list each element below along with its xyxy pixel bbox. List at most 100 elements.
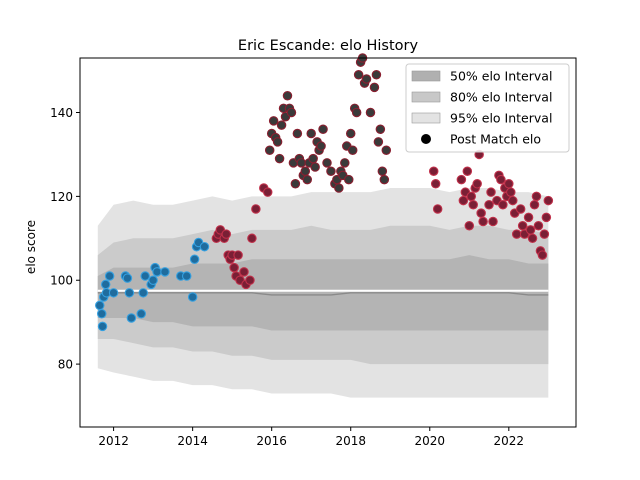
data-point <box>539 229 550 239</box>
data-point <box>517 220 528 231</box>
data-point <box>286 107 297 118</box>
chart-title: Eric Escande: elo History <box>238 38 419 54</box>
data-point <box>108 288 119 298</box>
data-point <box>498 200 508 210</box>
data-point <box>523 212 534 223</box>
data-point <box>300 166 311 176</box>
data-point <box>468 200 478 210</box>
data-point <box>369 82 380 93</box>
data-point <box>458 195 469 206</box>
data-point <box>251 204 261 214</box>
data-point <box>308 153 318 164</box>
data-point <box>472 179 482 189</box>
data-point <box>488 216 498 227</box>
data-point <box>365 107 376 118</box>
data-point <box>373 137 384 147</box>
data-point <box>326 166 336 176</box>
data-point <box>541 212 552 223</box>
data-point <box>432 204 443 214</box>
center-lines <box>97 289 549 296</box>
legend-swatch <box>411 91 441 103</box>
x-tick-label: 2016 <box>256 434 287 448</box>
data-point <box>262 187 273 197</box>
data-point <box>371 70 382 80</box>
data-point <box>245 275 255 285</box>
data-point <box>233 250 243 260</box>
y-axis-label: elo score <box>24 220 38 274</box>
data-point <box>527 233 538 244</box>
x-tick-label: 2020 <box>414 434 445 448</box>
data-point <box>268 116 279 126</box>
data-point <box>136 309 147 319</box>
y-tick-label: 140 <box>50 106 73 120</box>
data-point <box>239 267 249 277</box>
data-point <box>511 229 522 239</box>
x-axis-ticks: 2012 2014 2016 2018 2020 2022 <box>98 427 524 448</box>
legend-box <box>405 63 570 153</box>
plot-area <box>95 53 554 398</box>
legend-label: 80% elo Interval <box>450 90 552 105</box>
data-point <box>476 208 486 218</box>
data-point <box>187 292 198 302</box>
data-point <box>122 273 133 283</box>
data-point <box>462 166 473 176</box>
data-point <box>272 137 283 147</box>
data-point <box>126 313 137 323</box>
data-point <box>381 145 392 156</box>
y-tick-label: 100 <box>50 274 73 288</box>
data-point <box>343 174 354 185</box>
data-point <box>282 90 293 101</box>
data-point <box>318 124 328 135</box>
legend-swatch <box>411 70 441 82</box>
legend-swatch <box>411 112 441 124</box>
data-point <box>504 179 514 189</box>
data-point <box>377 166 388 176</box>
data-point <box>140 271 150 281</box>
data-point <box>124 288 135 298</box>
x-tick-label: 2012 <box>98 434 129 448</box>
data-point <box>292 128 303 139</box>
data-point <box>276 120 287 130</box>
data-point <box>306 128 316 139</box>
data-point <box>484 200 494 210</box>
band-50 <box>97 255 549 331</box>
data-point <box>456 174 467 185</box>
legend-label: 95% elo Interval <box>450 111 552 126</box>
data-point <box>506 187 516 197</box>
data-point <box>310 162 320 172</box>
data-point <box>361 74 372 84</box>
data-point <box>302 174 313 185</box>
data-point <box>334 183 344 193</box>
data-point <box>340 158 350 168</box>
data-point <box>375 124 386 135</box>
data-point <box>152 267 162 277</box>
data-point <box>531 191 542 202</box>
data-point <box>274 153 285 164</box>
data-point <box>379 174 390 185</box>
data-point <box>100 279 111 290</box>
data-point <box>104 271 115 281</box>
legend: 50% elo Interval 80% elo Interval 95% elo … <box>405 63 570 153</box>
data-point <box>221 229 231 239</box>
data-point <box>96 309 107 319</box>
data-point <box>316 141 326 151</box>
axes-frame <box>79 57 577 428</box>
data-point <box>247 233 257 244</box>
data-point <box>148 275 158 285</box>
data-point <box>97 321 108 332</box>
data-point <box>466 191 477 202</box>
data-point <box>189 254 200 265</box>
data-point <box>428 166 439 176</box>
data-point <box>508 195 518 206</box>
data-point <box>229 262 239 273</box>
data-point <box>537 250 548 260</box>
data-point <box>543 195 554 206</box>
data-point <box>525 225 536 235</box>
y-axis-ticks: 80 100 120 140 <box>50 106 80 372</box>
data-point <box>353 70 364 80</box>
data-point <box>290 179 301 189</box>
x-tick-label: 2022 <box>494 434 525 448</box>
data-point <box>264 145 275 156</box>
data-point <box>478 216 488 227</box>
